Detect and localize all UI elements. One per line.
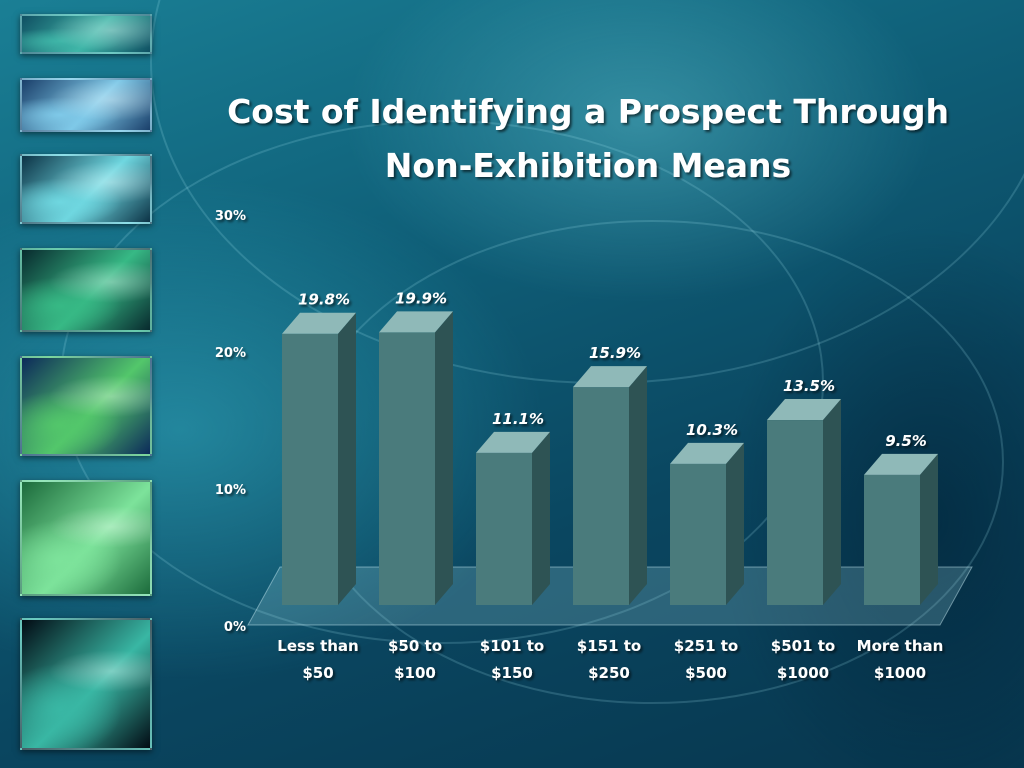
bar-top [864,453,938,475]
x-tick-label: $1000 [874,664,926,682]
bar-top [670,442,744,464]
bar-value-label: 9.5% [885,432,927,450]
bar [379,311,453,605]
bar-value-label: 19.8% [298,291,350,309]
x-tick-label: $150 [491,664,533,682]
x-tick-label: $1000 [777,664,829,682]
bar-side [338,312,356,605]
x-tick-label: $501 to [771,637,835,655]
bar [767,399,841,605]
bar-top [379,311,453,333]
bar-top [767,399,841,421]
x-tick-label: More than [857,637,944,655]
bar [573,366,647,605]
bar-top [476,431,550,453]
bar-front [864,474,920,605]
bar-front [670,463,726,605]
x-tick-label: $101 to [480,637,544,655]
bar-value-label: 19.9% [395,289,447,307]
chart-title-line-1: Cost of Identifying a Prospect Through [227,92,949,131]
bar [670,442,744,605]
thumbnail-3 [20,154,152,224]
chart-labels-layer: 0% 10% 20% 30% 19.8% Less than $50 19.9% $50 to $… [215,209,943,682]
bar-front [767,420,823,605]
y-tick-label: 0% [224,620,246,635]
bar-top [282,312,356,334]
y-tick-label: 10% [215,483,246,498]
bar-front [282,333,338,605]
bar-side [435,311,453,605]
bar [282,312,356,605]
y-tick-label: 20% [215,346,246,361]
bar [864,453,938,605]
thumbnail-7 [20,618,152,750]
bar-side [726,442,744,605]
chart-title: Cost of Identifying a Prospect Through N… [227,92,949,185]
y-tick-label: 30% [215,209,246,224]
bar-value-label: 13.5% [783,377,835,395]
thumbnail-2 [20,78,152,132]
thumbnail-4 [20,248,152,332]
x-tick-label: $500 [685,664,727,682]
bar-top [573,366,647,388]
bar-value-label: 11.1% [492,410,544,428]
x-tick-label: $100 [394,664,436,682]
bar [476,431,550,605]
bar-front [476,452,532,605]
bar-front [573,387,629,605]
x-tick-label: $250 [588,664,630,682]
chart-bars-layer [282,311,938,605]
bar-side [532,431,550,605]
bar-side [823,399,841,605]
bar-front [379,332,435,605]
x-tick-label: $151 to [577,637,641,655]
bar-side [920,453,938,605]
bar-value-label: 10.3% [686,421,738,439]
x-tick-label: $50 to [388,637,442,655]
x-tick-label: $251 to [674,637,738,655]
x-tick-label: Less than [277,637,358,655]
x-tick-label: $50 [302,664,333,682]
thumbnail-5 [20,356,152,456]
thumbnail-1 [20,14,152,54]
bar-side [629,366,647,605]
chart-title-line-2: Non-Exhibition Means [385,146,791,185]
bar-value-label: 15.9% [589,344,641,362]
thumbnail-6 [20,480,152,596]
